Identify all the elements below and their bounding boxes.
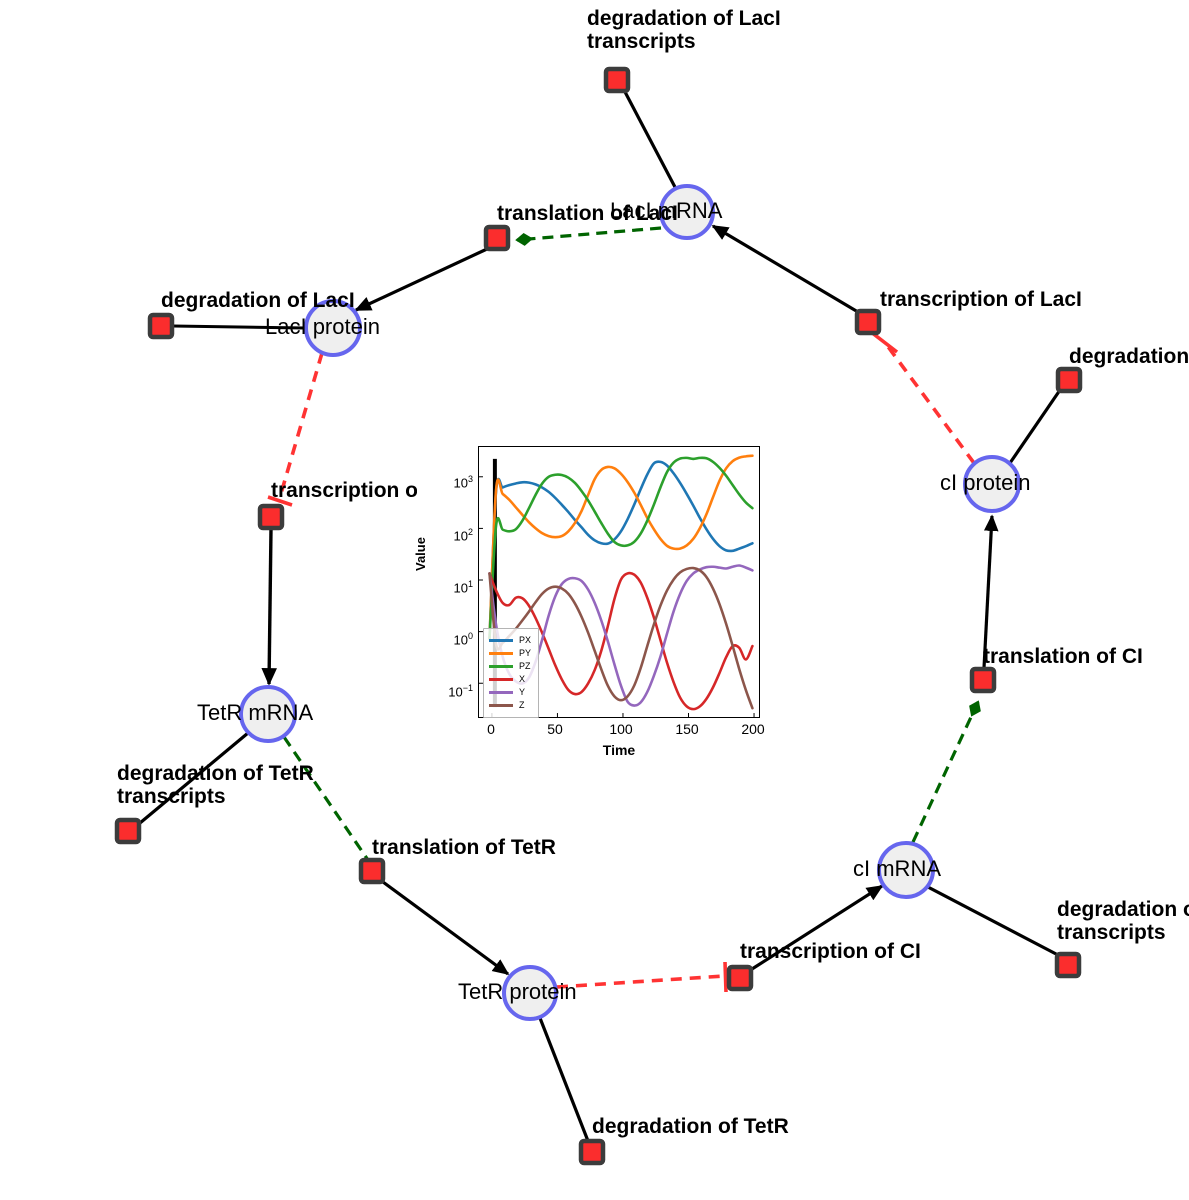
transition-node-deg-ci-transcripts[interactable] xyxy=(1054,951,1082,979)
edge-lacimrna-translationlaci xyxy=(515,226,662,246)
plot-curve-layer xyxy=(488,454,754,711)
plot-series-py xyxy=(488,454,754,640)
legend-label-z: Z xyxy=(519,700,525,710)
plot-x-axis-label: Time xyxy=(602,742,636,758)
edge-tetrprotein-degtetr xyxy=(538,1017,590,1142)
edge-degci-ciprotein xyxy=(1008,389,1062,464)
edge-tetrprotein-transcriptionci xyxy=(556,974,725,989)
legend-entry-py: PY xyxy=(489,647,531,660)
edge-transcriptionci-cimrna xyxy=(751,884,884,971)
edge-transcriptionlaci-lacimrna xyxy=(711,224,859,314)
place-node-laci-mrna[interactable] xyxy=(659,184,715,240)
edge-laciprotein-transcriptiontetr xyxy=(278,352,324,498)
place-label-laci-mrna: LacI mRNA xyxy=(610,198,723,223)
edge-translationci-ciprotein xyxy=(982,514,999,669)
transition-node-deg-tetr-transcripts[interactable] xyxy=(114,817,142,845)
place-label-laci-protein: LacI protein xyxy=(265,314,380,339)
plot-ytick-1e1: 101 xyxy=(453,579,473,596)
transition-node-deg-tetr[interactable] xyxy=(578,1138,606,1166)
plot-ytick-1e0: 100 xyxy=(453,631,473,648)
place-node-laci-protein[interactable] xyxy=(304,299,362,357)
legend-entry-y: Y xyxy=(489,686,531,699)
transition-node-deg-laci[interactable] xyxy=(147,312,175,340)
plot-y-axis-label: Value xyxy=(413,537,428,571)
tee-head-transcription-laci xyxy=(869,330,899,354)
legend-entry-pz: PZ xyxy=(489,660,531,673)
edge-tetrmrna-degtetrtranscripts xyxy=(138,731,250,825)
transition-node-deg-ci[interactable] xyxy=(1055,366,1083,394)
plot-curves xyxy=(479,454,755,717)
transition-node-translation-laci[interactable] xyxy=(483,224,511,252)
plot-ytick-1e3: 103 xyxy=(453,474,473,491)
tee-head-transcription-ci xyxy=(723,961,728,993)
legend-swatch-py xyxy=(489,652,513,655)
edge-translationtetr-tetrprotein xyxy=(382,880,510,976)
transition-node-transcription-laci[interactable] xyxy=(854,308,882,336)
edge-group-inhibition xyxy=(267,330,976,993)
edge-tetrmrna-translationtetr xyxy=(282,736,370,861)
edge-translationlaci-laciprotein xyxy=(354,247,488,312)
place-node-tetr-mrna[interactable] xyxy=(239,685,297,743)
edge-ciprotein-transcriptionlaci xyxy=(884,342,976,465)
legend-entry-z: Z xyxy=(489,699,531,712)
plot-legend: PX PY PZ X Y Z xyxy=(483,628,540,718)
plot-series-pz xyxy=(488,456,754,640)
plot-ytick-1e2: 102 xyxy=(453,527,473,544)
transition-nodes xyxy=(114,66,1083,1166)
legend-label-x: X xyxy=(519,674,526,684)
plot-xtick-50: 50 xyxy=(547,721,563,737)
legend-swatch-x xyxy=(489,678,513,681)
edge-deglaci-laciprotein xyxy=(172,324,306,330)
legend-swatch-y xyxy=(489,691,513,694)
edge-deglacitranscripts-lacimrna xyxy=(622,89,678,190)
place-node-tetr-protein[interactable] xyxy=(502,965,558,1021)
place-label-ci-protein: cI protein xyxy=(940,470,1031,495)
edge-group-catalysis xyxy=(282,226,981,861)
place-nodes xyxy=(239,184,1021,1021)
legend-label-py: PY xyxy=(519,648,532,658)
tee-head-transcription-tetr xyxy=(267,495,293,507)
plot-xtick-0: 0 xyxy=(487,721,495,737)
plot-xtick-150: 150 xyxy=(675,721,699,737)
place-node-ci-mrna[interactable] xyxy=(877,841,935,899)
edge-transcriptiontetr-tetrmrna xyxy=(261,528,277,686)
plot-xtick-100: 100 xyxy=(609,721,633,737)
inset-timeseries-plot: Value 103 102 101 100 10−1 0 50 100 150 … xyxy=(413,428,767,758)
legend-swatch-px xyxy=(489,639,513,642)
legend-swatch-pz xyxy=(489,665,513,668)
place-label-tetr-mrna: TetR mRNA xyxy=(197,700,314,725)
legend-label-px: PX xyxy=(519,635,532,645)
plot-xtick-200: 200 xyxy=(741,721,765,737)
transition-node-translation-tetr[interactable] xyxy=(358,857,386,885)
legend-entry-px: PX xyxy=(489,634,531,647)
plot-series-x xyxy=(488,571,754,711)
transition-node-deg-laci-transcripts[interactable] xyxy=(603,66,631,94)
plot-series-z xyxy=(488,566,754,710)
place-node-ci-protein[interactable] xyxy=(963,455,1021,513)
place-label-tetr-protein: TetR protein xyxy=(458,979,577,1004)
edge-cimrna-degcitranscripts xyxy=(925,884,1059,957)
plot-ytick-1e-1: 10−1 xyxy=(448,683,473,700)
legend-swatch-z xyxy=(489,704,513,707)
legend-entry-x: X xyxy=(489,673,531,686)
plot-series-px xyxy=(488,460,754,640)
edge-group-substrate xyxy=(138,89,1062,1142)
legend-label-y: Y xyxy=(519,687,526,697)
transition-node-translation-ci[interactable] xyxy=(969,666,997,694)
transition-node-transcription-ci[interactable] xyxy=(726,964,754,992)
transition-node-transcription-tetr[interactable] xyxy=(257,503,285,531)
edge-cimrna-translationci xyxy=(911,700,981,843)
legend-label-pz: PZ xyxy=(519,661,531,671)
place-label-ci-mrna: cI mRNA xyxy=(853,856,941,881)
